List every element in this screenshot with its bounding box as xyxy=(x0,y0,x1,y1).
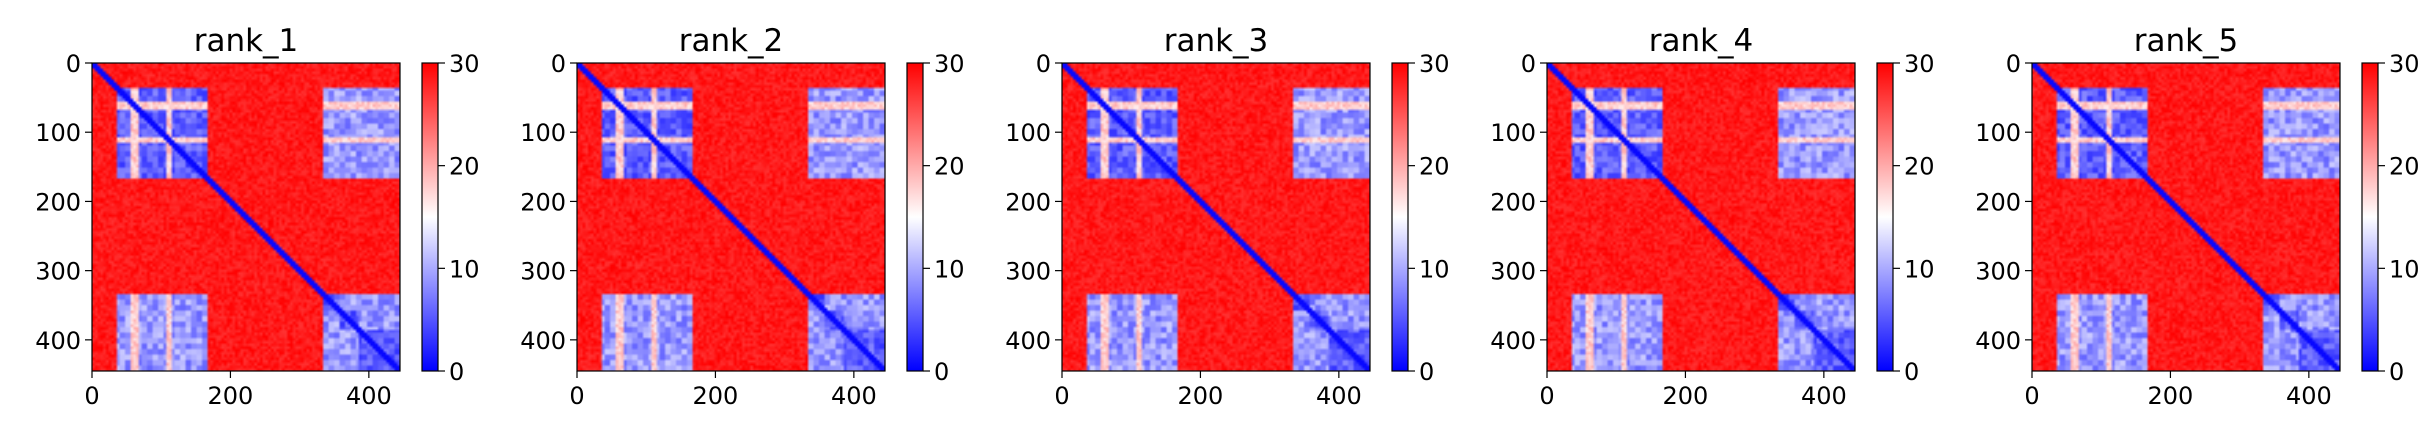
heatmap-image xyxy=(1547,63,1855,371)
axes-frame xyxy=(1061,62,1371,372)
panel-title: rank_1 xyxy=(194,23,299,59)
x-tick-label: 0 xyxy=(84,382,99,410)
axes-frame xyxy=(2031,62,2341,372)
y-tick-label: 300 xyxy=(1490,258,1536,286)
x-tick-label: 400 xyxy=(346,382,392,410)
y-tick-label: 300 xyxy=(520,258,566,286)
y-tick-label: 0 xyxy=(551,50,566,78)
colorbar-tick-label: 0 xyxy=(449,358,464,386)
y-tick-label: 200 xyxy=(35,188,81,216)
y-tick-label: 400 xyxy=(35,327,81,355)
x-tick-label: 0 xyxy=(569,382,584,410)
colorbar-tick-label: 0 xyxy=(2389,358,2404,386)
colorbar xyxy=(421,62,439,372)
colorbar xyxy=(906,62,924,372)
colorbar-tick-label: 0 xyxy=(1419,358,1434,386)
y-tick-label: 300 xyxy=(1975,258,2021,286)
colorbar-tick-label: 20 xyxy=(1419,153,1450,181)
y-tick-label: 200 xyxy=(1490,188,1536,216)
colorbar-tick-label: 0 xyxy=(934,358,949,386)
colorbar-tick-label: 0 xyxy=(1904,358,1919,386)
x-tick-label: 0 xyxy=(1539,382,1554,410)
y-tick-label: 0 xyxy=(2006,50,2021,78)
y-tick-label: 100 xyxy=(1490,119,1536,147)
panel-title: rank_3 xyxy=(1164,23,1269,59)
x-tick-label: 0 xyxy=(2024,382,2039,410)
colorbar xyxy=(2361,62,2379,372)
colorbar xyxy=(1876,62,1894,372)
x-tick-label: 400 xyxy=(1316,382,1362,410)
x-tick-label: 200 xyxy=(693,382,739,410)
heatmap-image xyxy=(1062,63,1370,371)
y-tick-label: 300 xyxy=(1005,258,1051,286)
y-tick-label: 400 xyxy=(1975,327,2021,355)
colorbar-tick-label: 10 xyxy=(1904,255,1935,283)
heatmap-image xyxy=(92,63,400,371)
heatmap-image xyxy=(2032,63,2340,371)
y-tick-label: 0 xyxy=(1521,50,1536,78)
y-tick-label: 100 xyxy=(520,119,566,147)
colorbar-tick-label: 30 xyxy=(1419,50,1450,78)
y-tick-label: 400 xyxy=(1490,327,1536,355)
colorbar xyxy=(1391,62,1409,372)
axes-frame xyxy=(576,62,886,372)
colorbar-tick-label: 10 xyxy=(1419,255,1450,283)
x-tick-label: 200 xyxy=(1663,382,1709,410)
x-tick-label: 200 xyxy=(2148,382,2194,410)
y-tick-label: 100 xyxy=(1005,119,1051,147)
colorbar-tick-label: 30 xyxy=(934,50,965,78)
colorbar-tick-label: 30 xyxy=(449,50,480,78)
y-tick-label: 100 xyxy=(1975,119,2021,147)
colorbar-tick-label: 10 xyxy=(2389,255,2420,283)
x-tick-label: 0 xyxy=(1054,382,1069,410)
colorbar-tick-label: 30 xyxy=(1904,50,1935,78)
x-tick-label: 400 xyxy=(1801,382,1847,410)
y-tick-label: 0 xyxy=(1036,50,1051,78)
axes-frame xyxy=(91,62,401,372)
panel-title: rank_4 xyxy=(1649,23,1754,59)
colorbar-tick-label: 10 xyxy=(449,255,480,283)
x-tick-label: 400 xyxy=(831,382,877,410)
colorbar-tick-label: 20 xyxy=(449,153,480,181)
y-tick-label: 100 xyxy=(35,119,81,147)
y-tick-label: 200 xyxy=(1975,188,2021,216)
colorbar-tick-label: 10 xyxy=(934,255,965,283)
x-tick-label: 200 xyxy=(208,382,254,410)
x-tick-label: 400 xyxy=(2286,382,2332,410)
colorbar-tick-label: 30 xyxy=(2389,50,2420,78)
axes-frame xyxy=(1546,62,1856,372)
heatmap-image xyxy=(577,63,885,371)
y-tick-label: 400 xyxy=(1005,327,1051,355)
y-tick-label: 300 xyxy=(35,258,81,286)
panel-title: rank_2 xyxy=(679,23,784,59)
colorbar-tick-label: 20 xyxy=(2389,153,2420,181)
y-tick-label: 0 xyxy=(66,50,81,78)
y-tick-label: 400 xyxy=(520,327,566,355)
colorbar-tick-label: 20 xyxy=(1904,153,1935,181)
y-tick-label: 200 xyxy=(520,188,566,216)
y-tick-label: 200 xyxy=(1005,188,1051,216)
colorbar-tick-label: 20 xyxy=(934,153,965,181)
panel-title: rank_5 xyxy=(2134,23,2239,59)
x-tick-label: 200 xyxy=(1178,382,1224,410)
